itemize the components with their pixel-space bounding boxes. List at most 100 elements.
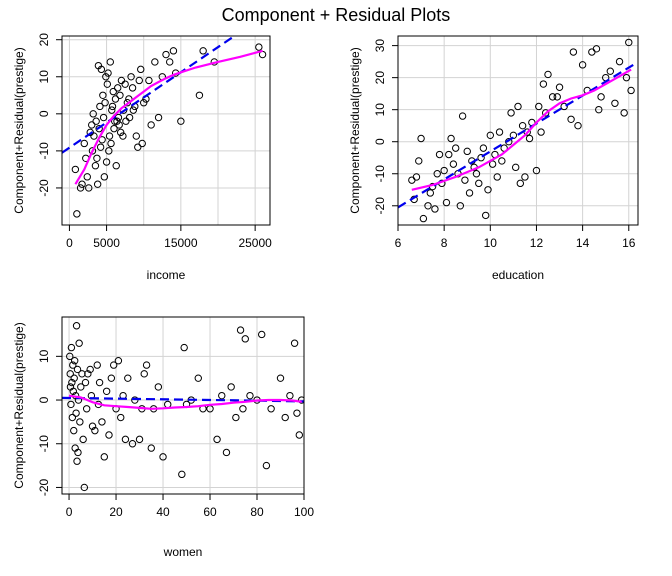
education-data-point bbox=[511, 163, 520, 172]
education-data-point bbox=[424, 202, 432, 210]
income-x-tick-label: 25000 bbox=[238, 236, 272, 250]
education-y-tick-label: -10 bbox=[373, 165, 387, 183]
education-data-point bbox=[472, 170, 481, 178]
women-data-point bbox=[77, 383, 85, 391]
women-data-point bbox=[147, 444, 155, 452]
education-data-point bbox=[498, 157, 506, 165]
income-data-point bbox=[137, 65, 145, 74]
income-y-tick-label: 0 bbox=[37, 110, 51, 117]
women-data-point bbox=[241, 335, 249, 343]
income-data-point bbox=[255, 43, 263, 51]
income-data-point bbox=[116, 91, 124, 99]
income-data-point bbox=[135, 76, 143, 85]
women-data-point bbox=[213, 435, 221, 444]
women-data-point bbox=[267, 405, 275, 413]
income-data-point bbox=[103, 80, 112, 88]
income-data-point bbox=[96, 143, 105, 151]
income-data-point bbox=[199, 47, 207, 55]
women-x-tick-label: 60 bbox=[203, 505, 217, 519]
education-data-point bbox=[458, 112, 467, 120]
income-data-point bbox=[177, 117, 185, 125]
education-data-point bbox=[481, 211, 490, 220]
income-data-point bbox=[86, 128, 94, 137]
income-data-point bbox=[162, 50, 170, 59]
income-points bbox=[71, 43, 267, 218]
women-data-point bbox=[262, 461, 271, 470]
women-data-point bbox=[68, 413, 77, 422]
income-data-point bbox=[147, 121, 155, 129]
education-data-point bbox=[435, 150, 444, 159]
income-data-point bbox=[101, 99, 109, 107]
income-data-point bbox=[110, 124, 118, 133]
income-data-point bbox=[83, 173, 91, 181]
women-data-point bbox=[70, 374, 78, 382]
education-data-point bbox=[569, 48, 578, 56]
women-data-point bbox=[75, 339, 83, 347]
education-data-point bbox=[442, 198, 451, 207]
women-y-tick-label: -20 bbox=[37, 478, 51, 496]
income-data-point bbox=[71, 165, 80, 174]
income-data-point bbox=[134, 143, 142, 151]
education-data-point bbox=[592, 45, 601, 53]
education-x-tick-label: 14 bbox=[576, 236, 590, 250]
income-data-point bbox=[108, 106, 116, 114]
income-data-point bbox=[93, 154, 101, 162]
education-data-point bbox=[417, 134, 425, 143]
income-data-point bbox=[107, 139, 115, 148]
women-data-point bbox=[79, 435, 87, 444]
education-data-point bbox=[475, 179, 483, 188]
education-x-axis: 6 8 10 12 14 16 bbox=[395, 225, 636, 250]
women-data-point bbox=[295, 431, 304, 439]
women-data-point bbox=[67, 400, 75, 409]
education-data-point bbox=[447, 134, 455, 143]
education-data-point bbox=[408, 176, 416, 184]
education-data-point bbox=[495, 128, 504, 136]
women-y-tick-label: 10 bbox=[37, 349, 51, 363]
women-data-point bbox=[180, 343, 188, 352]
income-data-point bbox=[169, 47, 178, 55]
income-data-point bbox=[95, 124, 103, 133]
education-data-point bbox=[555, 83, 564, 91]
women-smooth-line bbox=[68, 394, 302, 410]
education-data-point bbox=[465, 189, 474, 197]
income-y-tick-label: -20 bbox=[37, 179, 51, 197]
women-x-tick-label: 80 bbox=[250, 505, 264, 519]
women-data-point bbox=[66, 352, 74, 361]
education-data-point bbox=[541, 109, 550, 117]
education-y-tick-label: 10 bbox=[373, 103, 387, 117]
education-data-point bbox=[625, 38, 633, 47]
women-data-point bbox=[135, 435, 144, 444]
women-data-point bbox=[67, 343, 76, 352]
women-data-point bbox=[164, 400, 172, 409]
education-data-point bbox=[412, 173, 421, 181]
women-data-point bbox=[194, 374, 202, 382]
income-data-point bbox=[140, 99, 148, 107]
education-data-point bbox=[560, 102, 568, 111]
education-data-point bbox=[537, 128, 545, 136]
education-data-point bbox=[493, 173, 501, 181]
women-data-point bbox=[73, 457, 81, 465]
education-plot-frame bbox=[397, 35, 639, 226]
income-data-point bbox=[114, 113, 123, 122]
education-data-point bbox=[627, 86, 635, 95]
women-data-point bbox=[105, 431, 113, 439]
income-y-axis-label: Component+Residual(prestige) bbox=[12, 47, 26, 213]
women-data-point bbox=[98, 418, 106, 426]
women-data-point bbox=[86, 365, 94, 374]
education-x-tick-label: 16 bbox=[622, 236, 636, 250]
income-data-point bbox=[99, 91, 107, 99]
women-data-point bbox=[159, 453, 167, 461]
income-data-point bbox=[91, 162, 100, 170]
women-data-point bbox=[239, 405, 247, 413]
women-data-point bbox=[114, 357, 123, 365]
income-data-point bbox=[78, 180, 86, 188]
education-data-point bbox=[456, 202, 465, 210]
income-y-tick-label: -10 bbox=[37, 142, 51, 160]
women-data-point bbox=[121, 435, 130, 444]
education-data-point bbox=[622, 73, 631, 82]
education-x-tick-label: 8 bbox=[441, 236, 448, 250]
women-data-point bbox=[236, 326, 245, 334]
income-data-point bbox=[93, 180, 102, 188]
income-data-point bbox=[112, 162, 120, 170]
women-data-point bbox=[78, 370, 86, 378]
